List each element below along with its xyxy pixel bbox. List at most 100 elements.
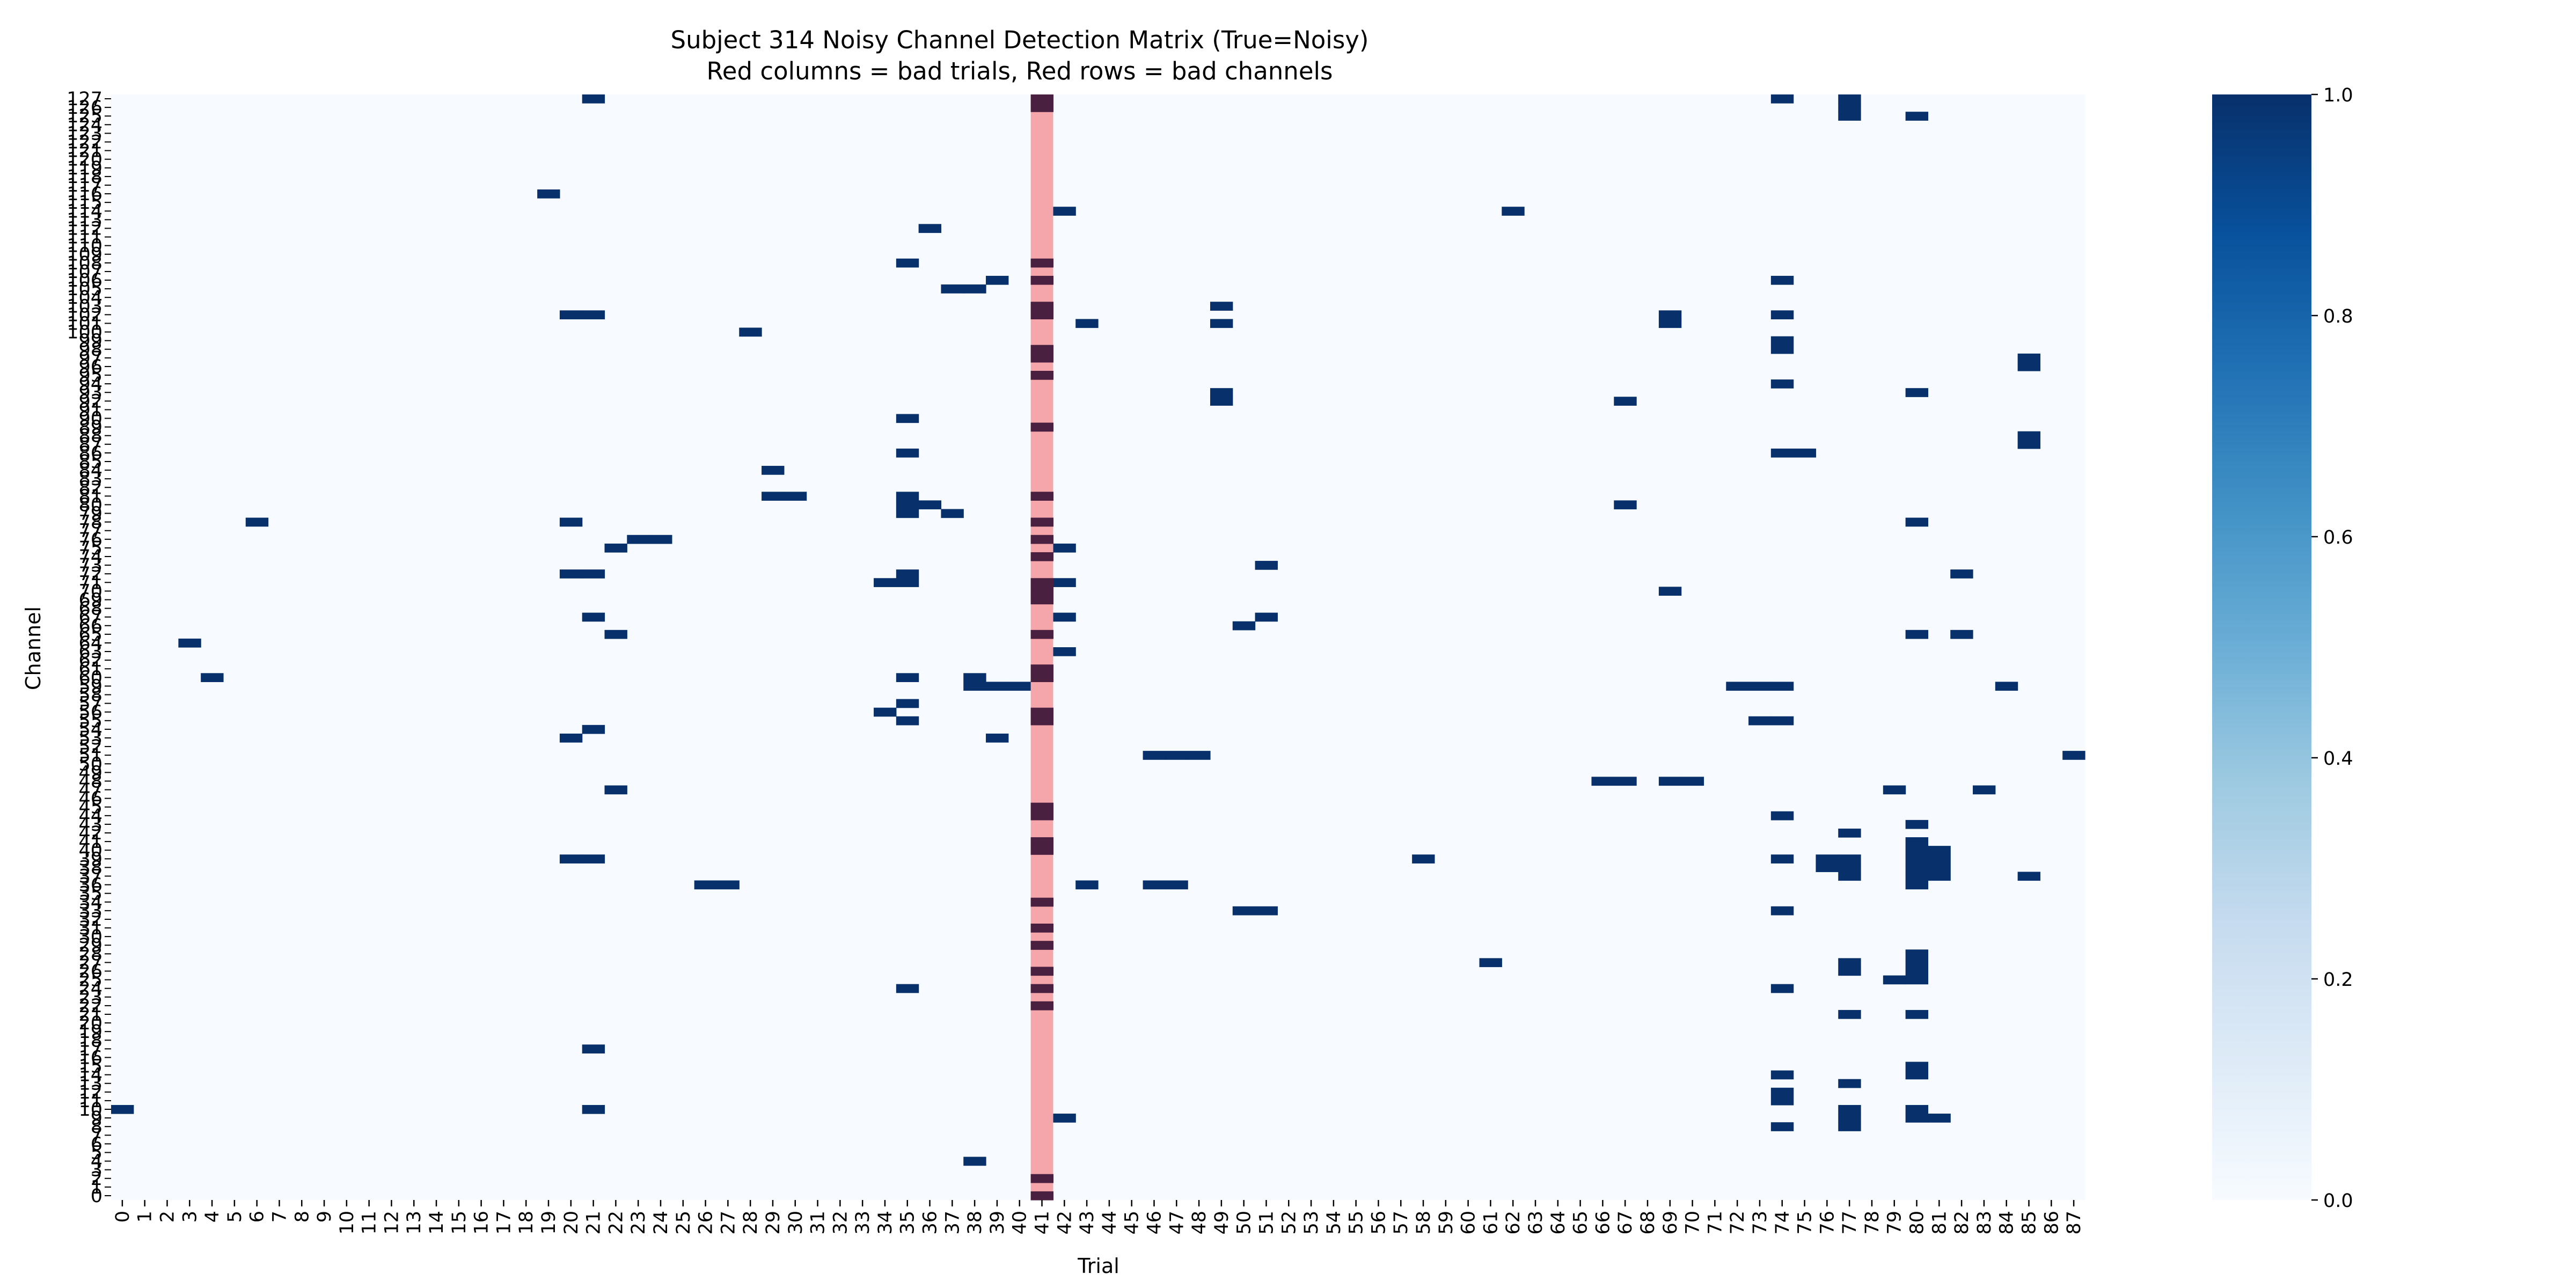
noisy-cell xyxy=(1030,1174,1054,1183)
noisy-cell xyxy=(1928,863,1951,873)
noisy-cell xyxy=(694,880,718,890)
x-tick-label: 81 xyxy=(1929,1211,1950,1235)
noisy-cell xyxy=(582,1104,605,1114)
colorbar-tick-label: 1.0 xyxy=(2323,85,2353,106)
y-tick-label: 67 xyxy=(78,607,103,628)
x-tick-label: 78 xyxy=(1862,1211,1883,1235)
noisy-cell xyxy=(1030,275,1054,285)
colorbar-tick-label: 0.8 xyxy=(2323,306,2353,327)
y-tick-label: 47 xyxy=(78,780,103,801)
y-tick-label: 120 xyxy=(67,149,103,171)
colorbar-tick-label: 0.4 xyxy=(2323,748,2353,770)
noisy-cell xyxy=(1816,854,1839,863)
noisy-cell xyxy=(2017,872,2041,881)
noisy-cell xyxy=(1905,872,1929,881)
noisy-cell xyxy=(1838,967,1861,976)
noisy-cell xyxy=(1770,906,1794,916)
noisy-cell xyxy=(1905,967,1929,976)
noisy-cell xyxy=(1770,310,1794,320)
noisy-cell xyxy=(649,535,672,544)
noisy-cell xyxy=(1905,1104,1929,1114)
noisy-cell xyxy=(559,569,583,579)
x-tick-label: 54 xyxy=(1323,1211,1345,1235)
x-tick-label: 73 xyxy=(1750,1211,1771,1235)
noisy-cell xyxy=(1030,984,1054,993)
noisy-cell xyxy=(178,638,201,648)
y-tick-label: 32 xyxy=(78,909,103,931)
noisy-cell xyxy=(1838,1114,1861,1123)
noisy-cell xyxy=(1030,517,1054,527)
y-tick-label: 62 xyxy=(78,650,103,671)
noisy-cell xyxy=(1075,319,1099,328)
y-tick-label: 49 xyxy=(78,762,103,784)
x-tick-label: 26 xyxy=(696,1211,717,1235)
x-tick-label: 32 xyxy=(830,1211,851,1235)
y-tick-label: 20 xyxy=(78,1013,103,1034)
y-tick-label: 112 xyxy=(67,218,103,239)
y-tick-label: 97 xyxy=(78,348,103,369)
noisy-cell xyxy=(1188,751,1211,760)
x-tick-label: 65 xyxy=(1570,1211,1592,1235)
x-tick-label: 23 xyxy=(628,1211,649,1235)
y-tick-label: 108 xyxy=(67,253,103,274)
colorbar-tick-label: 0.0 xyxy=(2323,1190,2353,1212)
x-tick-label: 66 xyxy=(1592,1211,1614,1235)
colorbar-tick-label: 0.6 xyxy=(2323,527,2353,548)
y-tick-label: 73 xyxy=(78,555,103,576)
y-tick-label: 93 xyxy=(78,382,103,404)
x-tick-label: 5 xyxy=(224,1211,246,1223)
x-tick-label: 35 xyxy=(897,1211,919,1235)
noisy-cell xyxy=(1658,319,1682,328)
y-tick-label: 34 xyxy=(78,892,103,913)
noisy-cell xyxy=(1950,630,1973,639)
noisy-cell xyxy=(1770,345,1794,354)
noisy-cell xyxy=(1905,630,1929,639)
y-tick-label: 60 xyxy=(78,667,103,689)
y-tick-label: 64 xyxy=(78,633,103,654)
x-tick-label: 3 xyxy=(179,1211,201,1223)
y-tick-label: 26 xyxy=(78,961,103,983)
x-tick-label: 11 xyxy=(359,1211,380,1235)
y-tick-label: 16 xyxy=(78,1047,103,1069)
y-tick-label: 79 xyxy=(78,503,103,525)
noisy-cell xyxy=(1255,561,1278,570)
x-tick-label: 44 xyxy=(1099,1211,1121,1235)
y-tick-label: 14 xyxy=(78,1065,103,1086)
noisy-cell xyxy=(1905,863,1929,873)
noisy-cell xyxy=(918,500,942,510)
noisy-cell xyxy=(1210,302,1233,311)
noisy-cell xyxy=(986,275,1009,285)
noisy-cell xyxy=(1614,500,1637,510)
y-tick-label: 116 xyxy=(67,184,103,205)
noisy-cell xyxy=(1838,94,1861,104)
noisy-cell xyxy=(1838,103,1861,112)
noisy-cell xyxy=(784,492,807,501)
noisy-cell xyxy=(1928,1114,1951,1123)
x-tick-label: 56 xyxy=(1368,1211,1389,1235)
noisy-cell xyxy=(1143,880,1166,890)
y-tick-label: 106 xyxy=(67,270,103,291)
chart-subtitle: Red columns = bad trials, Red rows = bad… xyxy=(707,57,1333,85)
y-tick-label: 105 xyxy=(67,279,103,300)
noisy-cell xyxy=(1658,777,1682,786)
noisy-cell xyxy=(627,535,650,544)
x-tick-label: 75 xyxy=(1795,1211,1816,1235)
noisy-cell xyxy=(1030,707,1054,717)
noisy-cell xyxy=(1770,682,1794,691)
x-tick-label: 27 xyxy=(718,1211,739,1235)
y-tick-label: 40 xyxy=(78,840,103,861)
x-tick-label: 61 xyxy=(1480,1211,1502,1235)
noisy-cell xyxy=(896,578,919,587)
y-tick-label: 82 xyxy=(78,477,103,499)
noisy-cell xyxy=(1232,621,1256,631)
y-axis-ticks: 1271261251241231221211201191181171161151… xyxy=(67,89,111,1207)
x-tick-label: 15 xyxy=(449,1211,470,1235)
y-axis-label: Channel xyxy=(21,606,45,690)
noisy-cell xyxy=(1030,595,1054,605)
y-tick-label: 94 xyxy=(78,374,103,395)
y-tick-label: 115 xyxy=(67,192,103,214)
noisy-cell xyxy=(1905,112,1929,121)
y-tick-label: 17 xyxy=(78,1038,103,1060)
y-tick-label: 0 xyxy=(91,1185,103,1207)
noisy-cell xyxy=(537,189,560,199)
